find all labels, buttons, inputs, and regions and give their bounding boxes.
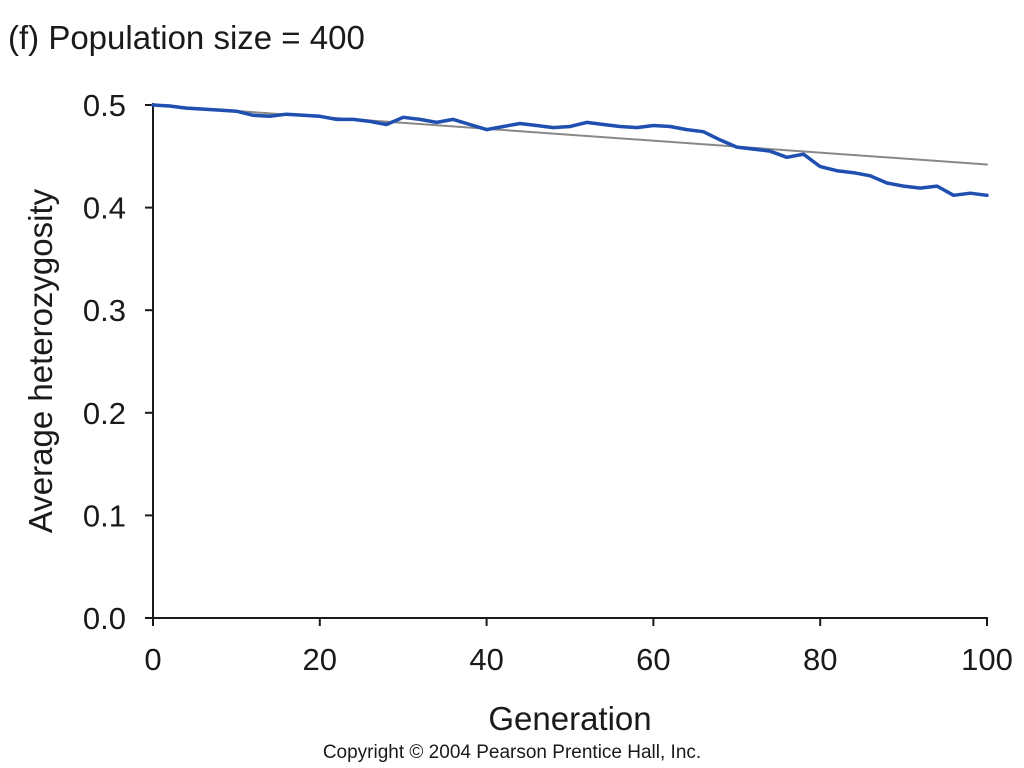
y-tick-label: 0.3 [83,293,126,328]
y-axis-ticks: 0.0 0.1 0.2 0.3 0.4 0.5 [83,88,153,636]
y-tick-label: 0.2 [83,396,126,431]
chart-title: (f) Population size = 400 [8,19,365,56]
y-tick-label: 0.5 [83,88,126,123]
x-tick-label: 20 [303,642,337,677]
y-tick-label: 0.4 [83,191,126,226]
x-tick-label: 80 [803,642,837,677]
x-tick-label: 0 [144,642,161,677]
series-layer [151,103,989,198]
x-tick-label: 40 [469,642,503,677]
y-axis-label: Average heterozygosity [22,188,59,533]
x-tick-label: 100 [961,642,1013,677]
y-tick-label: 0.1 [83,498,126,533]
copyright-text: Copyright © 2004 Pearson Prentice Hall, … [323,742,701,763]
simulated-heterozygosity-line [151,103,989,198]
x-tick-label: 60 [636,642,670,677]
y-tick-label: 0.0 [83,601,126,636]
x-axis-ticks: 0 20 40 60 80 100 [144,618,1013,677]
x-axis-label: Generation [488,700,651,737]
